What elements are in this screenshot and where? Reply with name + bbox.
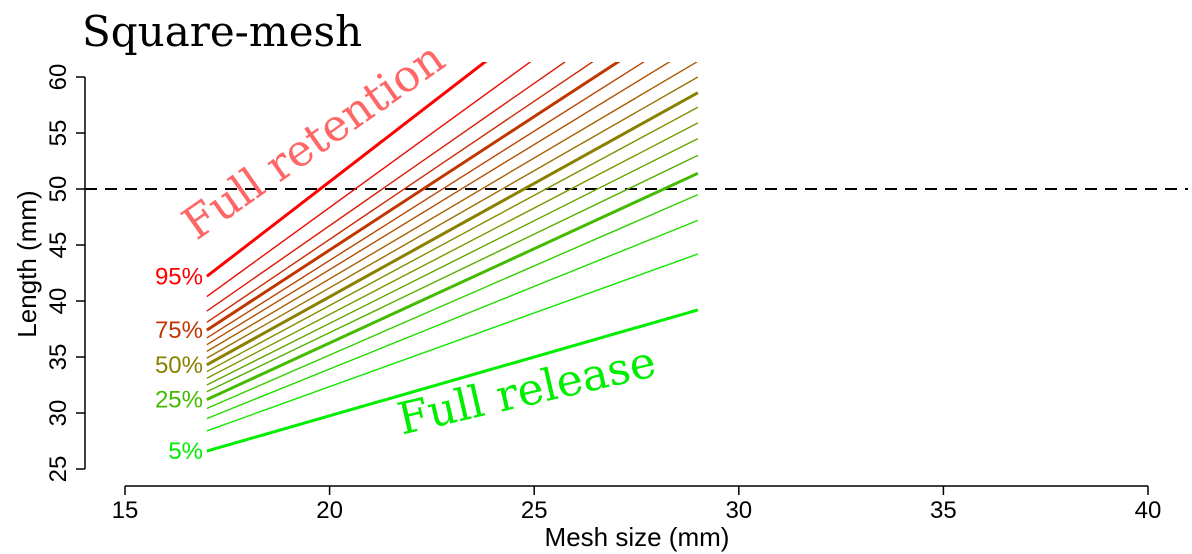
level-label-95: 95% — [155, 263, 203, 290]
series-line-5 — [206, 308, 699, 453]
series-line-70 — [206, 62, 645, 339]
series-line-95 — [205, 62, 488, 278]
level-label-5: 5% — [168, 438, 203, 465]
level-label-75: 75% — [155, 317, 203, 344]
chart-title: Square-mesh — [82, 7, 362, 56]
x-tick-label-20: 20 — [316, 497, 343, 524]
x-axis-title: Mesh size (mm) — [545, 522, 730, 552]
y-tick-label-45: 45 — [45, 232, 72, 259]
y-tick-label-40: 40 — [45, 288, 72, 315]
level-label-50: 50% — [155, 352, 203, 379]
x-tick-label-40: 40 — [1135, 497, 1162, 524]
series-line-65 — [206, 62, 671, 346]
x-tick-label-30: 30 — [725, 497, 752, 524]
series-line-60 — [206, 62, 699, 353]
level-labels: 95% 75% 50% 25% 5% — [155, 263, 203, 465]
x-tick-label-25: 25 — [521, 497, 548, 524]
series-line-10 — [206, 253, 699, 432]
y-tick-label-50: 50 — [45, 176, 72, 203]
series-line-75 — [206, 62, 621, 332]
y-tick-label-55: 55 — [45, 120, 72, 147]
x-tick-label-15: 15 — [112, 497, 139, 524]
y-tick-label-35: 35 — [45, 344, 72, 371]
series-line-15 — [206, 219, 699, 420]
full-retention-annotation: Full retention — [173, 32, 454, 250]
series-line-90 — [206, 62, 532, 298]
series-line-25 — [206, 171, 699, 401]
y-tick-label-60: 60 — [45, 64, 72, 91]
series-line-80 — [206, 62, 594, 323]
level-label-25: 25% — [155, 387, 203, 414]
y-tick-label-25: 25 — [45, 456, 72, 483]
series-line-40 — [206, 122, 699, 379]
y-tick-label-30: 30 — [45, 400, 72, 427]
axes: 15 20 25 30 35 40 25 30 35 40 45 50 55 60 — [45, 64, 1188, 524]
series-line-20 — [206, 193, 699, 410]
series-lines — [205, 62, 699, 453]
series-line-30 — [206, 154, 699, 393]
series-line-45 — [206, 106, 699, 373]
series-line-35 — [206, 137, 699, 386]
series-line-50 — [206, 91, 699, 367]
series-line-55 — [206, 76, 699, 359]
x-tick-label-35: 35 — [930, 497, 957, 524]
full-release-annotation: Full release — [393, 336, 661, 445]
y-axis-title: Length (mm) — [12, 190, 42, 337]
series-line-85 — [206, 62, 567, 312]
